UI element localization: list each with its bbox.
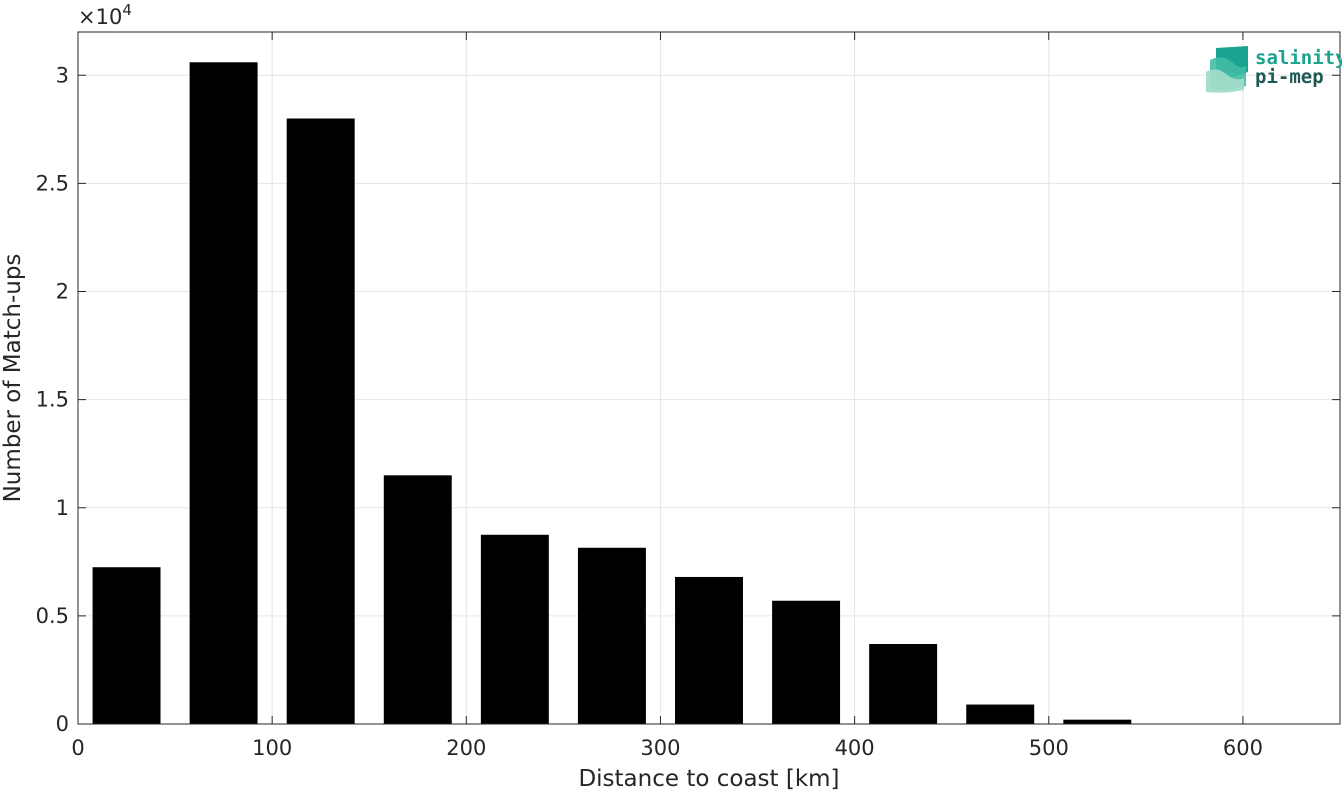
x-tick-labels: 0 100 200 300 400 500 600 [71, 736, 1263, 760]
bar [966, 704, 1035, 724]
y-tick-label: 2.5 [36, 171, 69, 195]
bar [869, 643, 938, 724]
y-tick-label: 2 [56, 280, 69, 304]
bar [577, 547, 646, 724]
y-tick-label: 0.5 [36, 604, 69, 628]
y-tick-labels: 0 0.5 1 1.5 2 2.5 3 [36, 63, 69, 736]
bars [92, 62, 1132, 724]
x-tick-label: 500 [1029, 736, 1069, 760]
bar [286, 118, 355, 724]
y-axis-label: Number of Match-ups [0, 254, 26, 503]
x-tick-label: 200 [446, 736, 486, 760]
bar [1063, 719, 1132, 724]
bar [772, 600, 841, 724]
y-tick-label: 1.5 [36, 388, 69, 412]
bar [383, 475, 452, 724]
x-tick-label: 0 [71, 736, 84, 760]
bar [92, 567, 161, 724]
salinity-pi-mep-logo: salinity pi-mep [1206, 46, 1342, 93]
plot-area-frame [77, 31, 1341, 725]
logo-wave-icon [1206, 46, 1248, 93]
x-axis-label: Distance to coast [km] [578, 766, 839, 792]
bar [480, 534, 549, 724]
x-tick-label: 400 [835, 736, 875, 760]
y-tick-label: 0 [56, 712, 69, 736]
y-tick-label: 1 [56, 496, 69, 520]
logo-text-pi-mep: pi-mep [1255, 66, 1324, 88]
y-tick-label: 3 [56, 63, 69, 87]
ticks [77, 32, 1340, 725]
x-tick-label: 100 [252, 736, 292, 760]
bar [189, 62, 258, 724]
x-tick-label: 300 [640, 736, 680, 760]
x-tick-label: 600 [1223, 736, 1263, 760]
bar [675, 576, 743, 724]
logo-text-salinity: salinity [1255, 47, 1342, 69]
y-exponent: ×104 [78, 1, 132, 29]
